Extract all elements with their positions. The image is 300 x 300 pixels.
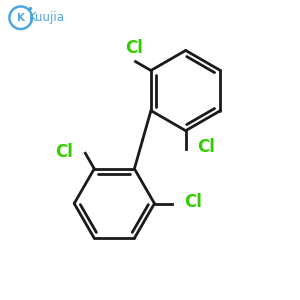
Text: Cl: Cl	[198, 138, 215, 156]
Text: K: K	[17, 13, 25, 23]
Text: Cl: Cl	[56, 143, 74, 161]
Text: Cl: Cl	[125, 39, 143, 57]
Text: Kuujia: Kuujia	[29, 11, 65, 24]
Text: Cl: Cl	[184, 193, 202, 211]
